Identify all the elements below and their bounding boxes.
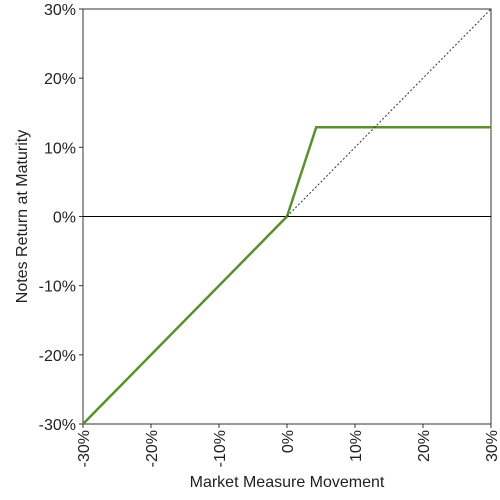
notes-return-line [82, 126, 491, 425]
x-axis-title: Market Measure Movement [190, 474, 385, 491]
y-axis-ticks: 30% 20% 10% 0% -10% -20% -30% [39, 2, 83, 434]
x-tick-label: 0% [280, 430, 297, 453]
x-axis-ticks: -30% -20% -10% 0% 10% 20% 30% [76, 424, 500, 467]
y-tick-label: -30% [39, 417, 76, 434]
x-tick-label: 20% [416, 430, 433, 462]
x-tick-label: 30% [484, 430, 500, 462]
y-tick-label: -20% [39, 348, 76, 365]
x-tick-label: -20% [144, 430, 161, 467]
x-tick-label: 10% [348, 430, 365, 462]
x-tick-label: -10% [212, 430, 229, 467]
y-tick-label: -10% [39, 279, 76, 296]
reference-diagonal-line [286, 8, 492, 217]
y-tick-label: 10% [44, 140, 76, 157]
y-tick-label: 0% [53, 210, 76, 227]
plot-area [82, 8, 492, 425]
y-tick-label: 20% [44, 71, 76, 88]
y-axis-title: Notes Return at Maturity [14, 130, 31, 303]
x-tick-label: -30% [76, 430, 93, 467]
y-tick-label: 30% [44, 2, 76, 19]
series-layer [82, 8, 492, 425]
